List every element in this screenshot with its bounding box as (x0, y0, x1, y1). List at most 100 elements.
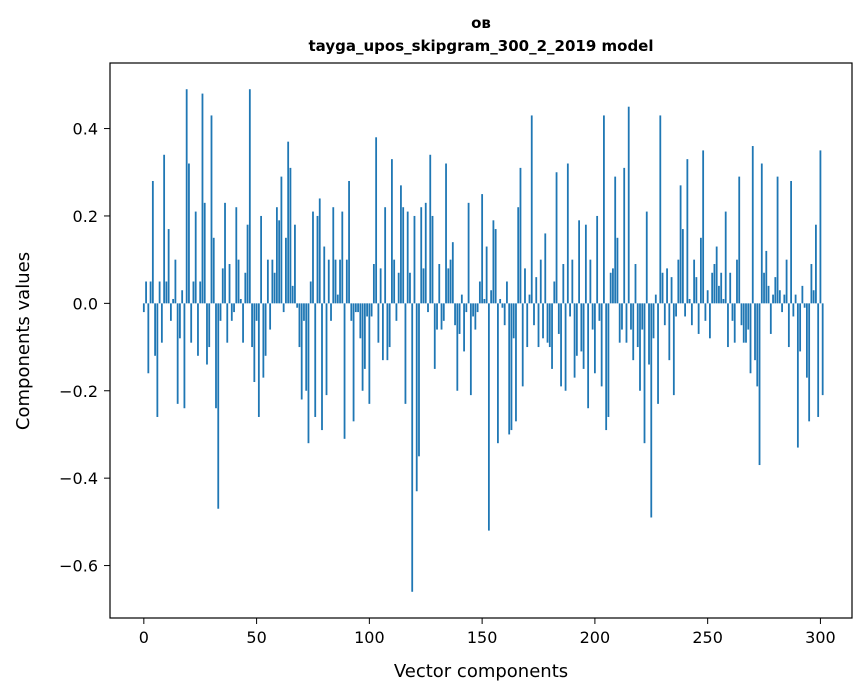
bar-9 (163, 154, 166, 304)
bar-169 (524, 268, 526, 304)
bar-281 (776, 176, 779, 304)
bar-67 (294, 224, 296, 304)
bar-236 (675, 303, 677, 317)
bar-275 (763, 272, 765, 304)
bar-95 (357, 303, 359, 313)
bar-72 (305, 303, 308, 391)
bar-200 (593, 303, 596, 374)
bar-277 (767, 285, 770, 304)
bar-168 (521, 303, 524, 387)
bar-131 (438, 264, 441, 304)
bar-152 (485, 246, 488, 304)
bar-190 (571, 259, 574, 304)
bar-63 (285, 237, 287, 304)
bar-47 (248, 89, 251, 304)
bar-45 (244, 272, 247, 304)
bar-171 (528, 294, 531, 304)
bar-217 (632, 303, 635, 361)
bar-118 (409, 272, 411, 304)
bar-167 (519, 167, 522, 304)
bar-119 (411, 303, 414, 592)
bar-213 (623, 167, 626, 304)
bar-254 (715, 246, 718, 304)
bar-147 (474, 303, 477, 330)
bar-99 (366, 303, 368, 317)
bar-25 (199, 281, 202, 304)
bar-164 (512, 303, 515, 339)
x-tick-label: 250 (692, 628, 723, 647)
x-tick-label: 100 (354, 628, 385, 647)
bar-292 (801, 285, 804, 304)
bar-263 (736, 259, 738, 304)
bar-282 (778, 290, 781, 304)
bar-29 (208, 303, 211, 348)
bar-36 (224, 202, 226, 304)
bar-83 (330, 303, 332, 321)
bar-94 (354, 303, 357, 313)
bar-245 (695, 277, 698, 304)
bar-60 (278, 220, 281, 304)
bar-260 (729, 272, 732, 304)
bar-80 (323, 246, 326, 304)
bar-75 (312, 211, 314, 304)
bar-104 (377, 303, 380, 343)
bar-56 (269, 303, 272, 330)
bar-54 (264, 303, 267, 356)
bar-40 (233, 303, 235, 313)
bar-159 (501, 303, 504, 308)
y-tick-label: −0.2 (59, 382, 98, 401)
bar-15 (176, 303, 179, 404)
bar-300 (819, 150, 822, 304)
y-tick-label: 0.0 (73, 294, 98, 313)
bar-207 (609, 272, 612, 304)
bar-188 (566, 163, 569, 304)
bar-154 (490, 290, 493, 304)
bar-182 (553, 281, 556, 304)
bar-96 (359, 303, 362, 339)
bar-177 (542, 303, 544, 339)
bar-117 (406, 211, 409, 304)
bar-189 (569, 303, 571, 317)
bar-116 (404, 303, 407, 404)
y-tick-label: −0.6 (59, 557, 98, 576)
bar-297 (812, 290, 815, 304)
bar-126 (427, 303, 429, 313)
bar-176 (539, 259, 542, 304)
bar-179 (546, 303, 549, 343)
bar-141 (460, 294, 463, 304)
bar-296 (810, 264, 813, 304)
bar-114 (400, 185, 402, 304)
bar-5 (154, 303, 156, 356)
bar-55 (266, 259, 269, 304)
bar-175 (537, 303, 540, 348)
bar-31 (212, 237, 215, 304)
bar-23 (194, 211, 197, 304)
bar-215 (627, 106, 630, 304)
bar-48 (251, 303, 253, 348)
bar-265 (740, 303, 743, 326)
x-axis-label: Vector components (394, 661, 568, 682)
bar-69 (298, 303, 301, 348)
bar-78 (318, 198, 321, 304)
bar-92 (350, 303, 353, 321)
bar-22 (192, 281, 195, 304)
bar-239 (681, 229, 684, 304)
bar-222 (643, 303, 646, 444)
bar-136 (449, 259, 452, 304)
bar-242 (688, 298, 691, 304)
bar-203 (600, 303, 603, 387)
bar-261 (731, 303, 734, 321)
bar-301 (821, 303, 824, 396)
bar-37 (226, 303, 229, 343)
bar-229 (659, 115, 662, 304)
bar-70 (300, 303, 303, 400)
bar-246 (697, 303, 700, 334)
bar-124 (422, 268, 425, 304)
bar-186 (562, 264, 565, 304)
bar-173 (533, 303, 535, 326)
x-tick-label: 50 (246, 628, 266, 647)
bar-289 (794, 294, 797, 304)
y-tick-label: 0.2 (73, 207, 98, 226)
bar-230 (661, 272, 664, 304)
